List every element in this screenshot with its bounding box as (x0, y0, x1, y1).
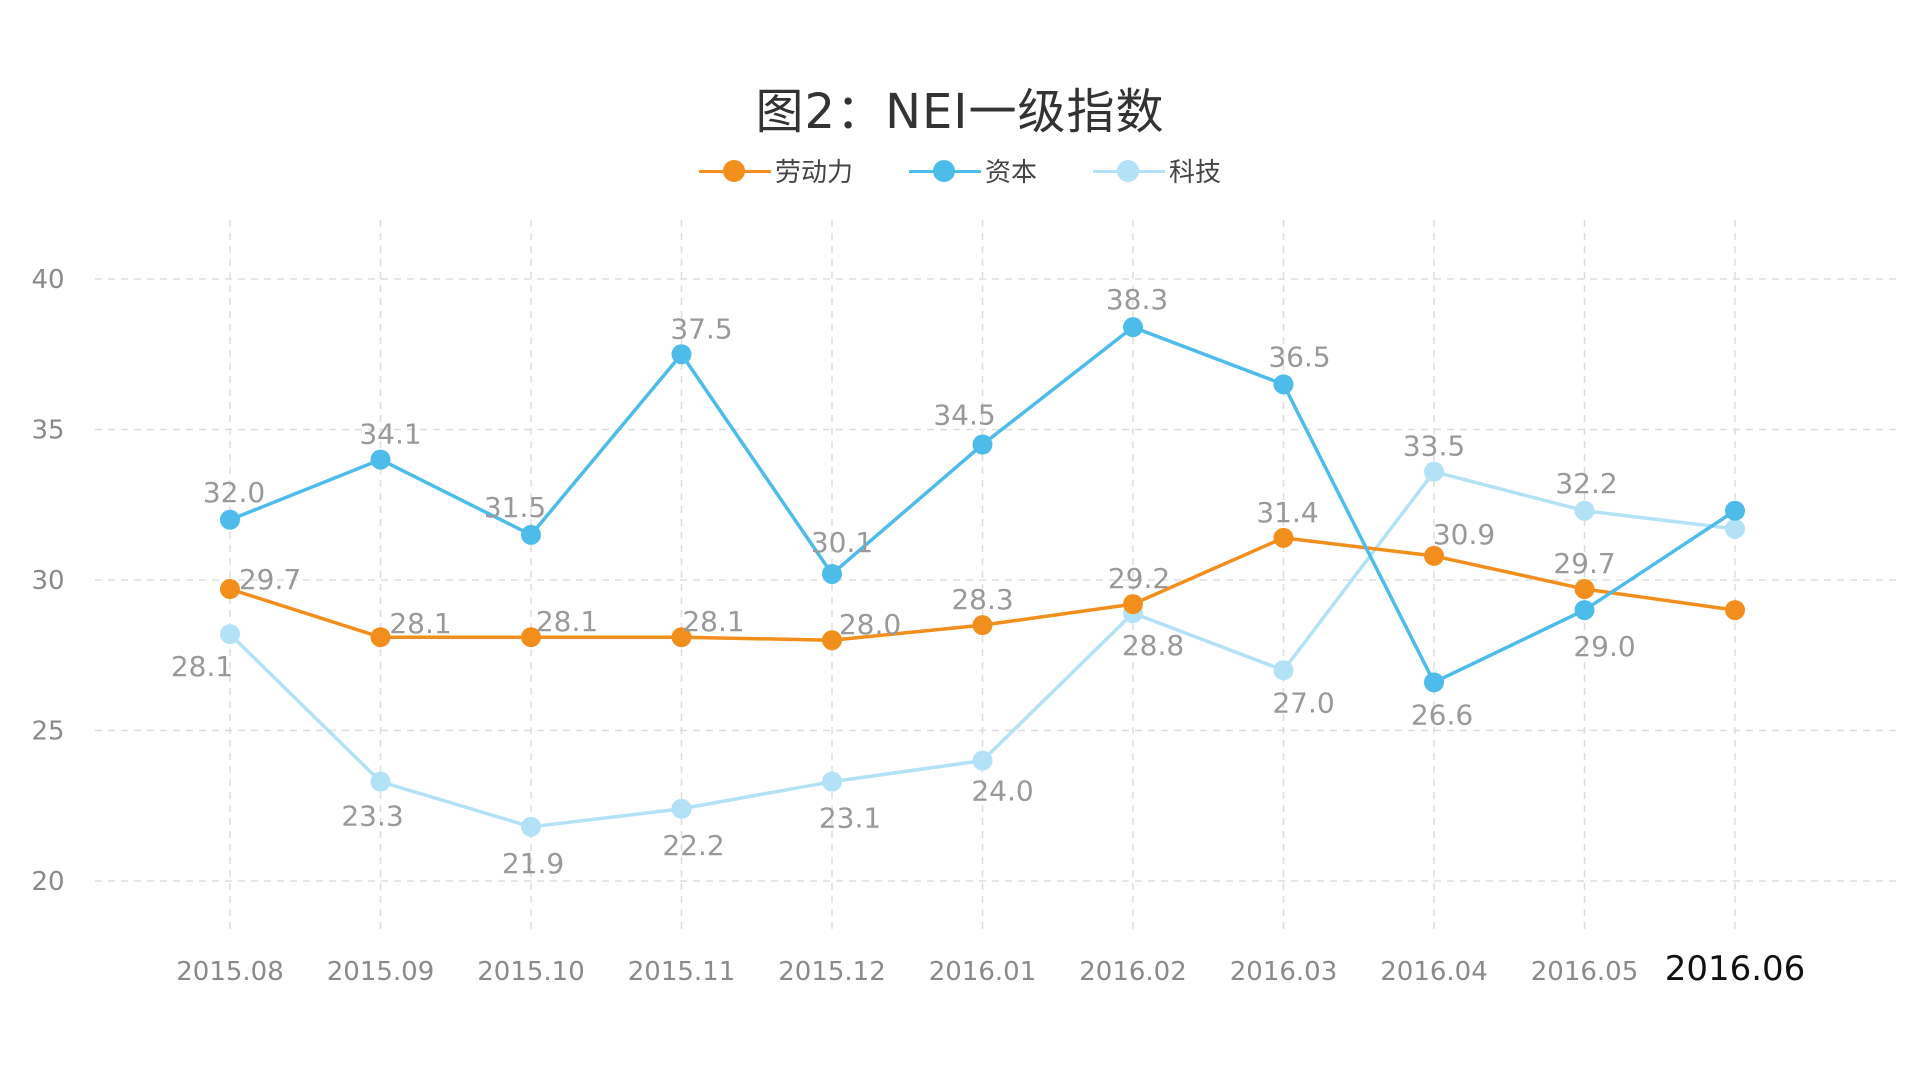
legend-swatch-capital (908, 158, 981, 184)
legend-item-tech[interactable]: 科技 (1093, 152, 1221, 189)
series-point-tech-4 (822, 771, 842, 792)
series-point-capital-5 (972, 434, 993, 455)
data-label-labor-7: 31.4 (1256, 496, 1318, 529)
series-point-capital-10 (1725, 500, 1745, 521)
x-tick-label-2015.08: 2015.08 (176, 957, 284, 987)
legend-item-capital[interactable]: 资本 (908, 152, 1037, 189)
series-point-capital-7 (1273, 374, 1294, 395)
series-point-capital-4 (822, 563, 842, 584)
series-point-capital-1 (370, 449, 391, 470)
series-point-labor-1 (370, 627, 391, 648)
series-point-tech-0 (220, 624, 240, 645)
x-tick-label-2016.03: 2016.03 (1230, 957, 1338, 987)
series-point-tech-5 (972, 750, 993, 771)
data-label-tech-5: 24.0 (971, 775, 1033, 808)
data-label-tech-7: 27.0 (1272, 686, 1334, 719)
legend-swatch-labor (698, 158, 771, 184)
data-label-capital-4: 30.1 (811, 526, 873, 559)
data-label-tech-1: 23.3 (341, 800, 403, 833)
data-label-labor-5: 28.3 (951, 583, 1013, 616)
y-tick-label-40: 40 (31, 265, 64, 295)
data-label-labor-1: 28.1 (389, 607, 451, 640)
data-label-tech-0: 28.1 (171, 650, 233, 683)
series-point-labor-0 (220, 579, 240, 600)
x-tick-label-2015.12: 2015.12 (778, 957, 886, 987)
series-point-capital-0 (220, 509, 240, 530)
x-tick-label-2016.02: 2016.02 (1079, 957, 1187, 987)
series-point-labor-10 (1725, 600, 1745, 621)
series-point-labor-4 (822, 630, 842, 651)
data-label-tech-9: 32.2 (1555, 467, 1617, 500)
legend-swatch-tech (1093, 158, 1165, 184)
y-tick-label-35: 35 (31, 416, 64, 446)
series-point-labor-3 (671, 627, 692, 648)
data-label-capital-1: 34.1 (359, 418, 421, 451)
data-label-tech-3: 22.2 (662, 829, 724, 862)
x-tick-label-2016.05: 2016.05 (1531, 957, 1639, 987)
series-point-tech-8 (1424, 461, 1444, 482)
chart-title: 图2：NEI一级指数 (755, 84, 1165, 140)
x-tick-label-2016.06: 2016.06 (1665, 949, 1806, 989)
x-tick-label-2016.01: 2016.01 (929, 957, 1037, 987)
x-tick-label-2016.04: 2016.04 (1380, 957, 1488, 987)
series-point-tech-10 (1725, 518, 1745, 539)
legend-label-labor: 劳动力 (774, 158, 853, 188)
series-point-capital-3 (671, 344, 692, 365)
x-tick-label-2015.10: 2015.10 (477, 957, 585, 987)
series-point-capital-9 (1574, 600, 1595, 621)
series-point-tech-1 (370, 771, 391, 792)
series-point-labor-2 (521, 627, 541, 648)
data-label-tech-6: 28.8 (1122, 629, 1184, 662)
data-label-capital-0: 32.0 (203, 476, 265, 509)
data-label-capital-9: 29.0 (1573, 630, 1635, 663)
x-tick-label-2015.11: 2015.11 (628, 957, 736, 987)
data-label-capital-5: 34.5 (933, 399, 995, 432)
data-label-capital-3: 37.5 (670, 312, 732, 345)
x-tick-label-2015.09: 2015.09 (327, 957, 435, 987)
data-label-capital-7: 36.5 (1268, 340, 1330, 373)
series-point-labor-5 (972, 615, 993, 636)
y-tick-label-20: 20 (31, 867, 64, 897)
data-label-tech-4: 23.1 (819, 802, 881, 835)
data-label-capital-6: 38.3 (1106, 283, 1168, 316)
legend-item-labor[interactable]: 劳动力 (698, 152, 853, 189)
series-point-labor-7 (1273, 527, 1294, 548)
series-point-capital-2 (521, 524, 541, 545)
data-label-tech-2: 21.9 (502, 847, 564, 880)
legend: 劳动力 资本 科技 (0, 152, 1920, 189)
data-label-labor-0: 29.7 (239, 563, 301, 596)
data-label-labor-9: 29.7 (1553, 547, 1615, 580)
data-label-labor-4: 28.0 (839, 608, 901, 641)
series-point-capital-8 (1424, 672, 1444, 693)
series-point-tech-9 (1574, 500, 1595, 521)
data-label-tech-8: 33.5 (1403, 430, 1465, 463)
y-tick-label-25: 25 (31, 717, 64, 747)
series-point-tech-7 (1273, 660, 1294, 681)
series-point-tech-3 (671, 798, 692, 819)
series-point-capital-6 (1123, 317, 1143, 338)
legend-label-tech: 科技 (1169, 158, 1222, 188)
data-label-labor-8: 30.9 (1433, 518, 1495, 551)
data-label-labor-6: 29.2 (1108, 562, 1170, 595)
data-label-capital-2: 31.5 (484, 491, 546, 524)
series-point-tech-2 (521, 816, 541, 837)
data-label-labor-2: 28.1 (536, 605, 598, 638)
data-label-capital-8: 26.6 (1411, 698, 1473, 731)
y-tick-label-30: 30 (31, 566, 64, 596)
series-point-labor-8 (1424, 545, 1444, 566)
data-label-labor-3: 28.1 (682, 605, 744, 638)
legend-label-capital: 资本 (984, 158, 1037, 188)
series-point-labor-9 (1574, 579, 1595, 600)
series-point-labor-6 (1123, 594, 1143, 615)
